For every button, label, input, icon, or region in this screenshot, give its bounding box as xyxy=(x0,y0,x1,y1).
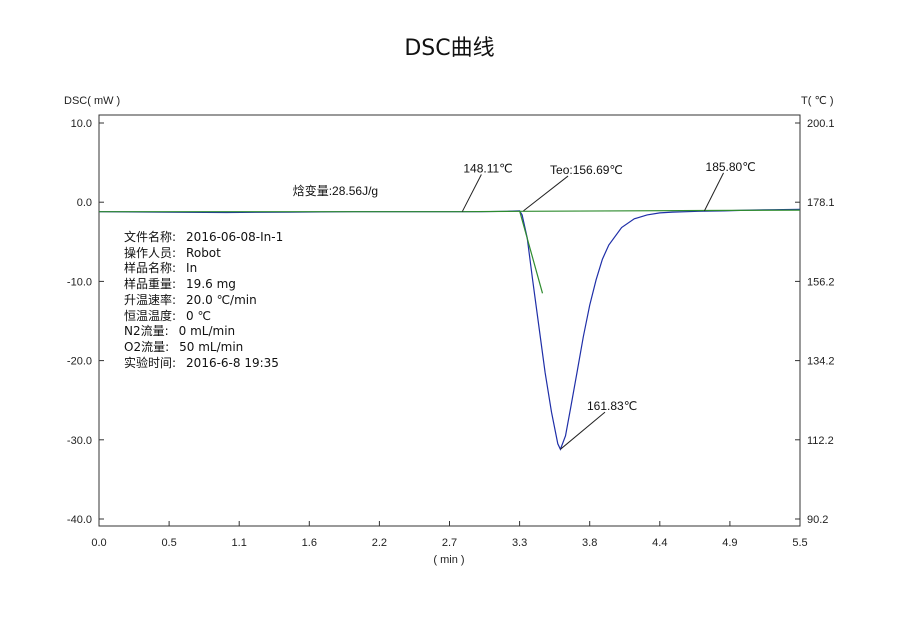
series-group xyxy=(98,208,801,451)
y-right-tick-label: 156.2 xyxy=(807,276,835,288)
info-value: 50 mL/min xyxy=(179,339,244,354)
x-tick-label: 5.5 xyxy=(792,537,807,549)
x-axis-label: ( min ) xyxy=(433,554,464,566)
annotation-leader-line xyxy=(560,411,606,450)
annotation-label: 161.83℃ xyxy=(587,399,637,413)
info-row: O2流量: 50 mL/min xyxy=(124,340,283,356)
x-tick-label: 0.5 xyxy=(161,537,176,549)
info-label: 恒温温度: xyxy=(124,308,177,323)
annotation-leader-line xyxy=(523,175,569,212)
info-label: N2流量: xyxy=(124,324,169,339)
info-label: 升温速率: xyxy=(124,292,177,307)
x-tick-label: 3.3 xyxy=(512,537,527,549)
info-row: 恒温温度: 0 ℃ xyxy=(124,309,283,325)
x-tick-label: 4.4 xyxy=(652,537,667,549)
annotation-label: 焓变量:28.56J/g xyxy=(293,183,378,198)
y-right-tick-label: 112.2 xyxy=(807,435,834,447)
info-label: O2流量: xyxy=(124,339,170,354)
onset-tangent-line xyxy=(519,210,544,294)
y-left-axis-label: DSC( mW ) xyxy=(64,95,120,107)
y-left-tick-label: -20.0 xyxy=(67,356,92,368)
info-value: 0 mL/min xyxy=(178,324,236,339)
info-value: Robot xyxy=(186,245,221,260)
x-tick-label: 3.8 xyxy=(582,537,597,549)
y-right-tick-label: 178.1 xyxy=(807,197,835,209)
y-right-tick-label: 134.2 xyxy=(807,356,835,368)
annotation-label: 148.11℃ xyxy=(463,161,512,175)
annotation-label: Teo:156.69℃ xyxy=(550,163,623,177)
experiment-info-panel: 文件名称: 2016-06-08-In-1 操作人员: Robot 样品名称: In … xyxy=(124,230,283,371)
y-right-axis-label: T( ℃ ) xyxy=(801,95,834,107)
annotations-group: 焓变量:28.56J/g 148.11℃ Teo:156.69℃ 185.80℃ 161… xyxy=(293,160,756,450)
info-row: 样品重量: 19.6 mg xyxy=(124,277,283,293)
annotation-label: 185.80℃ xyxy=(706,160,756,174)
y-left-tick-label: -10.0 xyxy=(67,276,92,288)
x-tick-label: 0.0 xyxy=(91,537,106,549)
x-tick-label: 1.1 xyxy=(232,537,247,549)
chart-title: DSC曲线 xyxy=(404,36,495,61)
y-right-tick-label: 90.2 xyxy=(807,514,828,526)
y-left-tick-label: -30.0 xyxy=(67,435,92,447)
info-value: 0 ℃ xyxy=(186,308,211,323)
info-label: 操作人员: xyxy=(124,245,177,260)
info-value: 2016-6-8 19:35 xyxy=(186,355,279,370)
info-value: 2016-06-08-In-1 xyxy=(186,230,284,244)
annotation-leader-line xyxy=(703,172,724,212)
info-label: 样品重量: xyxy=(124,277,177,292)
x-tick-label: 2.2 xyxy=(372,537,387,549)
info-row: 升温速率: 20.0 ℃/min xyxy=(124,293,283,309)
axis-ticks: 0.0 0.5 1.1 1.6 2.2 2.7 3.3 3.8 4.4 4.9 5.5 10.0 0.0… xyxy=(67,118,835,549)
info-label: 文件名称: xyxy=(124,230,177,244)
annotation-leader-line xyxy=(461,174,482,212)
info-row: N2流量: 0 mL/min xyxy=(124,324,283,340)
info-value: 20.0 ℃/min xyxy=(186,292,257,307)
info-row: 样品名称: In xyxy=(124,261,283,277)
info-row: 实验时间: 2016-6-8 19:35 xyxy=(124,356,283,372)
info-value: 19.6 mg xyxy=(186,277,236,292)
info-label: 实验时间: xyxy=(124,355,177,370)
x-tick-label: 2.7 xyxy=(442,537,457,549)
x-tick-label: 4.9 xyxy=(722,537,737,549)
y-left-tick-label: -40.0 xyxy=(67,514,92,526)
info-row: 操作人员: Robot xyxy=(124,246,283,262)
info-label: 样品名称: xyxy=(124,261,177,276)
info-row: 文件名称: 2016-06-08-In-1 xyxy=(124,230,283,246)
x-tick-label: 1.6 xyxy=(302,537,317,549)
y-right-tick-label: 200.1 xyxy=(807,118,835,130)
y-left-tick-label: 10.0 xyxy=(71,118,92,130)
info-value: In xyxy=(186,261,198,276)
y-left-tick-label: 0.0 xyxy=(77,197,92,209)
